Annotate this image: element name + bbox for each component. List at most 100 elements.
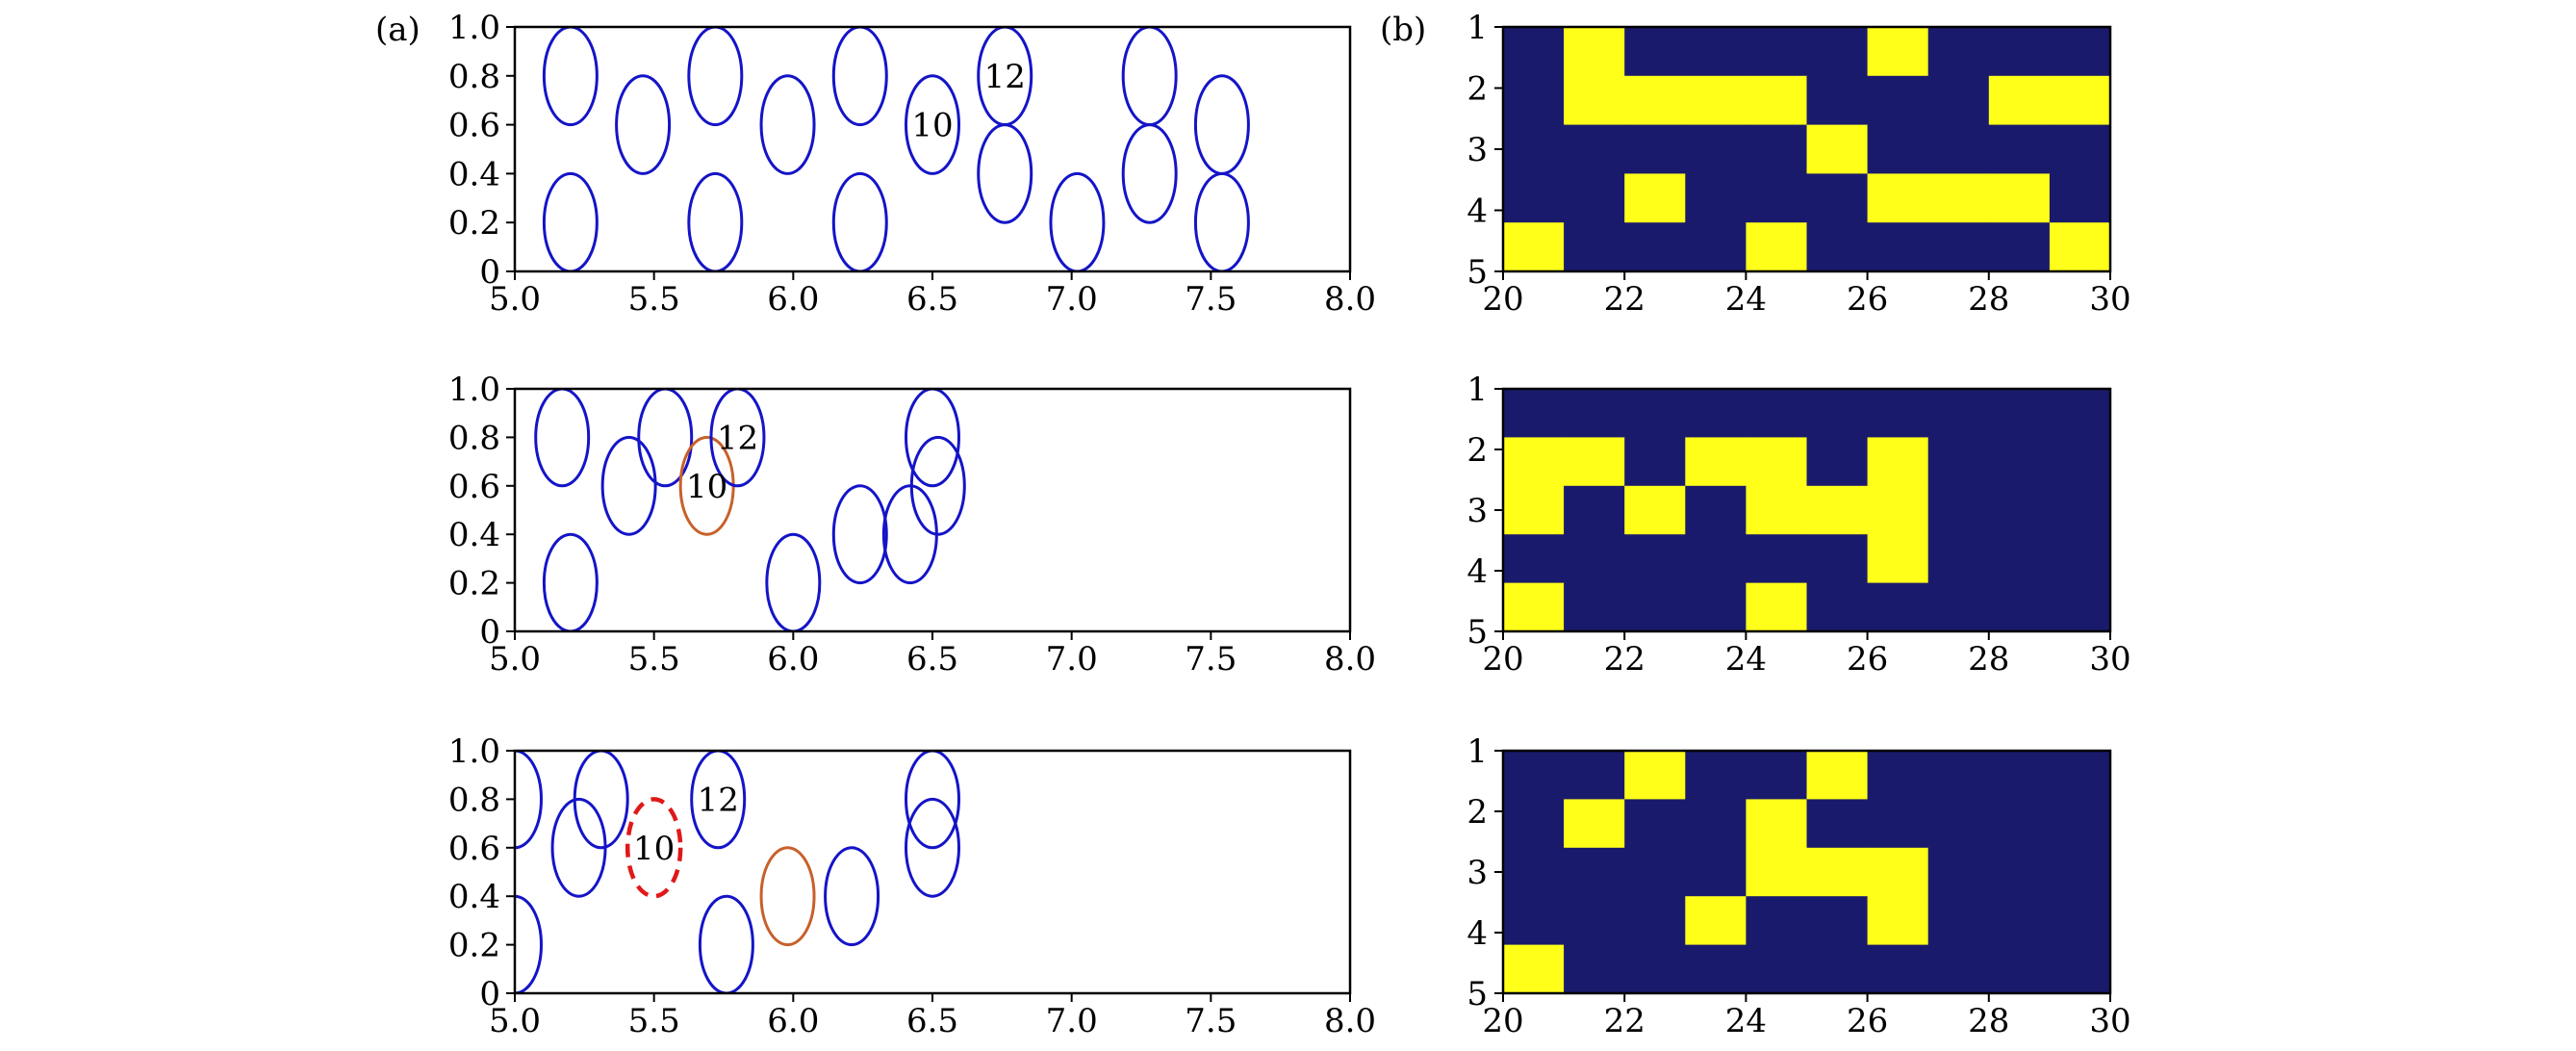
heatmap-cell [1988, 582, 2051, 632]
heatmap-cell [1806, 751, 1869, 800]
heatmap-cell [1503, 896, 1565, 946]
heatmap-cell [1867, 437, 1929, 487]
heatmap-cell [1988, 222, 2051, 272]
y-tick-label: 0.6 [448, 468, 500, 506]
heatmap-cell [1685, 751, 1747, 800]
heatmap-cell [1685, 437, 1747, 487]
y-tick-label: 3 [1467, 492, 1488, 530]
x-tick-label: 30 [2089, 280, 2130, 319]
ellipse-marker [698, 894, 754, 993]
x-tick-label: 24 [1725, 280, 1767, 319]
heatmap-cell [1564, 222, 1625, 272]
y-tick-label: 1 [1467, 9, 1488, 47]
heatmap-cell [1867, 751, 1929, 800]
ellipse-marker [765, 532, 822, 631]
heatmap-cell [1806, 582, 1869, 632]
y-tick-label: 4 [1467, 552, 1488, 591]
x-tick-label: 26 [1847, 280, 1888, 319]
heatmap-cell [1867, 847, 1929, 897]
x-tick-label: 26 [1847, 1002, 1888, 1040]
heatmap-cell [1503, 124, 1565, 174]
heatmap-cell [1624, 582, 1686, 632]
x-tick-label: 5.5 [628, 1002, 680, 1040]
heatmap-cell [1867, 944, 1929, 994]
heatmap-cell [1624, 124, 1686, 174]
heatmap-cell [1927, 75, 1990, 126]
y-tick-label: 0.4 [448, 516, 500, 554]
heatmap-cell [1746, 799, 1807, 849]
x-tick-label: 5.5 [628, 280, 680, 319]
y-tick-label: 1.0 [448, 732, 500, 771]
heatmap-cell [1927, 582, 1990, 632]
heatmap-cell [2049, 437, 2111, 487]
panel-label-b: (b) [1380, 11, 1426, 49]
ellipse-marker [542, 27, 599, 127]
x-tick-label: 8.0 [1324, 280, 1376, 319]
heatmap-cell [1927, 944, 1990, 994]
heatmap-cell [1503, 799, 1565, 849]
ellipse-marker [824, 846, 880, 947]
heatmap-cell [1685, 124, 1747, 174]
y-tick-label: 0.4 [448, 878, 500, 916]
heatmap-cell [1927, 389, 1990, 438]
heatmap-cell [1806, 534, 1869, 584]
heatmap-cell [1685, 799, 1747, 849]
heatmap-cell [1746, 751, 1807, 800]
y-tick-label: 4 [1467, 914, 1488, 953]
heatmap-cell [2049, 27, 2111, 77]
heatmap-cell [1746, 847, 1807, 897]
y-tick-label: 1.0 [448, 371, 500, 409]
heatmap-cell [1927, 751, 1990, 800]
y-tick-label: 0 [479, 975, 500, 1013]
heatmap-cell [1503, 173, 1565, 223]
x-tick-label: 30 [2089, 640, 2130, 679]
ellipse-marker [573, 751, 629, 850]
heatmap-cell [2049, 896, 2111, 946]
annotation-label: 10 [911, 107, 953, 145]
x-tick-label: 28 [1968, 640, 2009, 679]
heatmap-cell [1564, 437, 1625, 487]
chart-b-2: 20 22 24 26 28 30 1 2 3 4 5 [1467, 371, 2130, 679]
y-tick-label: 1.0 [448, 9, 500, 47]
ellipse-marker [637, 389, 694, 488]
heatmap-cell [1503, 389, 1565, 438]
heatmap-cell [2049, 485, 2111, 535]
heatmap-cell [1685, 389, 1747, 438]
x-tick-label: 6.5 [906, 280, 958, 319]
ellipse-marker [905, 797, 960, 898]
heatmap-cell [1564, 751, 1625, 800]
heatmap-cell [1806, 944, 1869, 994]
heatmap-cell [1685, 582, 1747, 632]
heatmap-cell [1746, 944, 1807, 994]
ellipse-marker [690, 751, 747, 850]
y-tick-label: 2 [1467, 431, 1488, 470]
y-tick-label: 0.4 [448, 155, 500, 193]
x-tick-label: 28 [1968, 1002, 2009, 1040]
heatmap-cell [1867, 799, 1929, 849]
heatmap-cell [1867, 75, 1929, 126]
heatmap-cell [1746, 389, 1807, 438]
heatmap-cell [1564, 847, 1625, 897]
ellipse-marker [615, 74, 672, 175]
heatmap-cell [1564, 485, 1625, 535]
x-tick-label: 5.0 [489, 280, 541, 319]
heatmap-cell [1746, 124, 1807, 174]
y-tick-label: 5 [1467, 253, 1488, 292]
heatmap-cell [2049, 222, 2111, 272]
ellipse-marker [909, 435, 966, 536]
heatmap-cell [1806, 847, 1869, 897]
x-tick-label: 7.5 [1185, 1002, 1237, 1040]
x-tick-label: 8.0 [1324, 640, 1376, 679]
heatmap-cell [1624, 799, 1686, 849]
heatmap-cell [1564, 582, 1625, 632]
y-tick-label: 0.8 [448, 781, 500, 819]
heatmap-cell [1988, 173, 2051, 223]
x-tick-label: 22 [1604, 1002, 1645, 1040]
ellipse-marker [905, 389, 960, 488]
ellipse-marker [831, 484, 888, 585]
y-tick-label: 2 [1467, 70, 1488, 109]
y-tick-label: 0.2 [448, 565, 500, 603]
ellipse-marker [542, 532, 599, 631]
ellipse-marker [759, 74, 816, 175]
